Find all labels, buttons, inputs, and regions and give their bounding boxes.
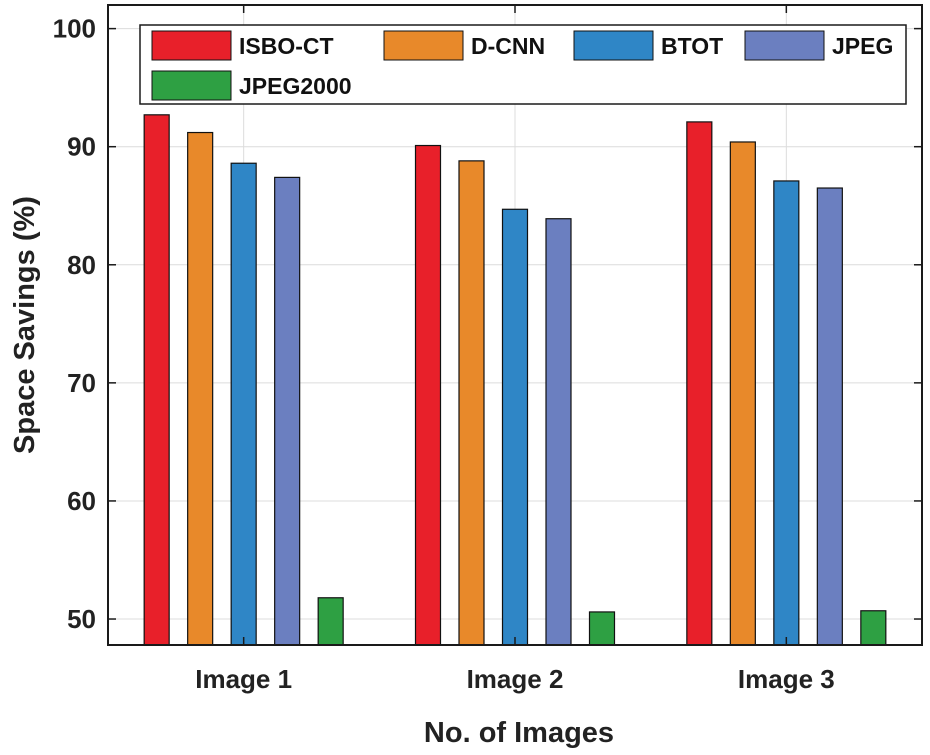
legend-swatch-d-cnn xyxy=(383,30,464,61)
legend-swatch-btot xyxy=(573,30,654,61)
x-tick-label: Image 2 xyxy=(467,664,564,694)
y-axis-label: Space Savings (%) xyxy=(9,196,41,454)
legend-label: JPEG2000 xyxy=(239,73,352,99)
y-tick-label: 100 xyxy=(53,14,96,44)
bar-isbo-ct-2 xyxy=(414,144,442,646)
bar-isbo-ct-1 xyxy=(143,114,170,646)
bar-jpeg2000-1 xyxy=(317,597,344,646)
y-tick-label: 70 xyxy=(67,368,96,398)
bar-d-cnn-3 xyxy=(729,141,756,646)
bar-btot-2 xyxy=(501,208,529,646)
legend-label: D-CNN xyxy=(471,33,545,59)
bar-isbo-ct-3 xyxy=(686,121,713,646)
x-tick-label: Image 3 xyxy=(738,664,835,694)
bar-d-cnn-2 xyxy=(458,160,485,646)
y-tick-labels: 50 60 70 80 90 100 xyxy=(53,14,96,634)
y-tick-label: 50 xyxy=(67,604,96,634)
x-tick-labels: Image 1 Image 2 Image 3 xyxy=(195,664,834,694)
legend: ISBO-CT D-CNN BTOT JPEG JPEG2000 xyxy=(139,24,907,105)
bars xyxy=(143,114,887,646)
bar-jpeg2000-2 xyxy=(588,611,616,646)
bar-jpeg-2 xyxy=(545,218,572,646)
legend-label: JPEG xyxy=(832,33,893,59)
legend-label: ISBO-CT xyxy=(239,33,334,59)
bar-jpeg-1 xyxy=(274,176,301,646)
y-tick-label: 60 xyxy=(67,486,96,516)
legend-label: BTOT xyxy=(661,33,723,59)
bar-jpeg2000-3 xyxy=(860,610,887,646)
x-tick-label: Image 1 xyxy=(195,664,292,694)
legend-swatch-jpeg xyxy=(744,30,825,61)
bar-btot-1 xyxy=(230,162,257,646)
y-tick-label: 80 xyxy=(67,250,96,280)
bar-btot-3 xyxy=(773,180,800,646)
tick-marks xyxy=(108,5,922,645)
y-tick-label: 90 xyxy=(67,132,96,162)
bar-jpeg-3 xyxy=(816,187,843,646)
x-axis-label: No. of Images xyxy=(424,717,614,749)
legend-swatch-jpeg2000 xyxy=(151,70,232,101)
legend-swatch-isbo-ct xyxy=(151,30,232,61)
bar-d-cnn-1 xyxy=(187,131,214,646)
